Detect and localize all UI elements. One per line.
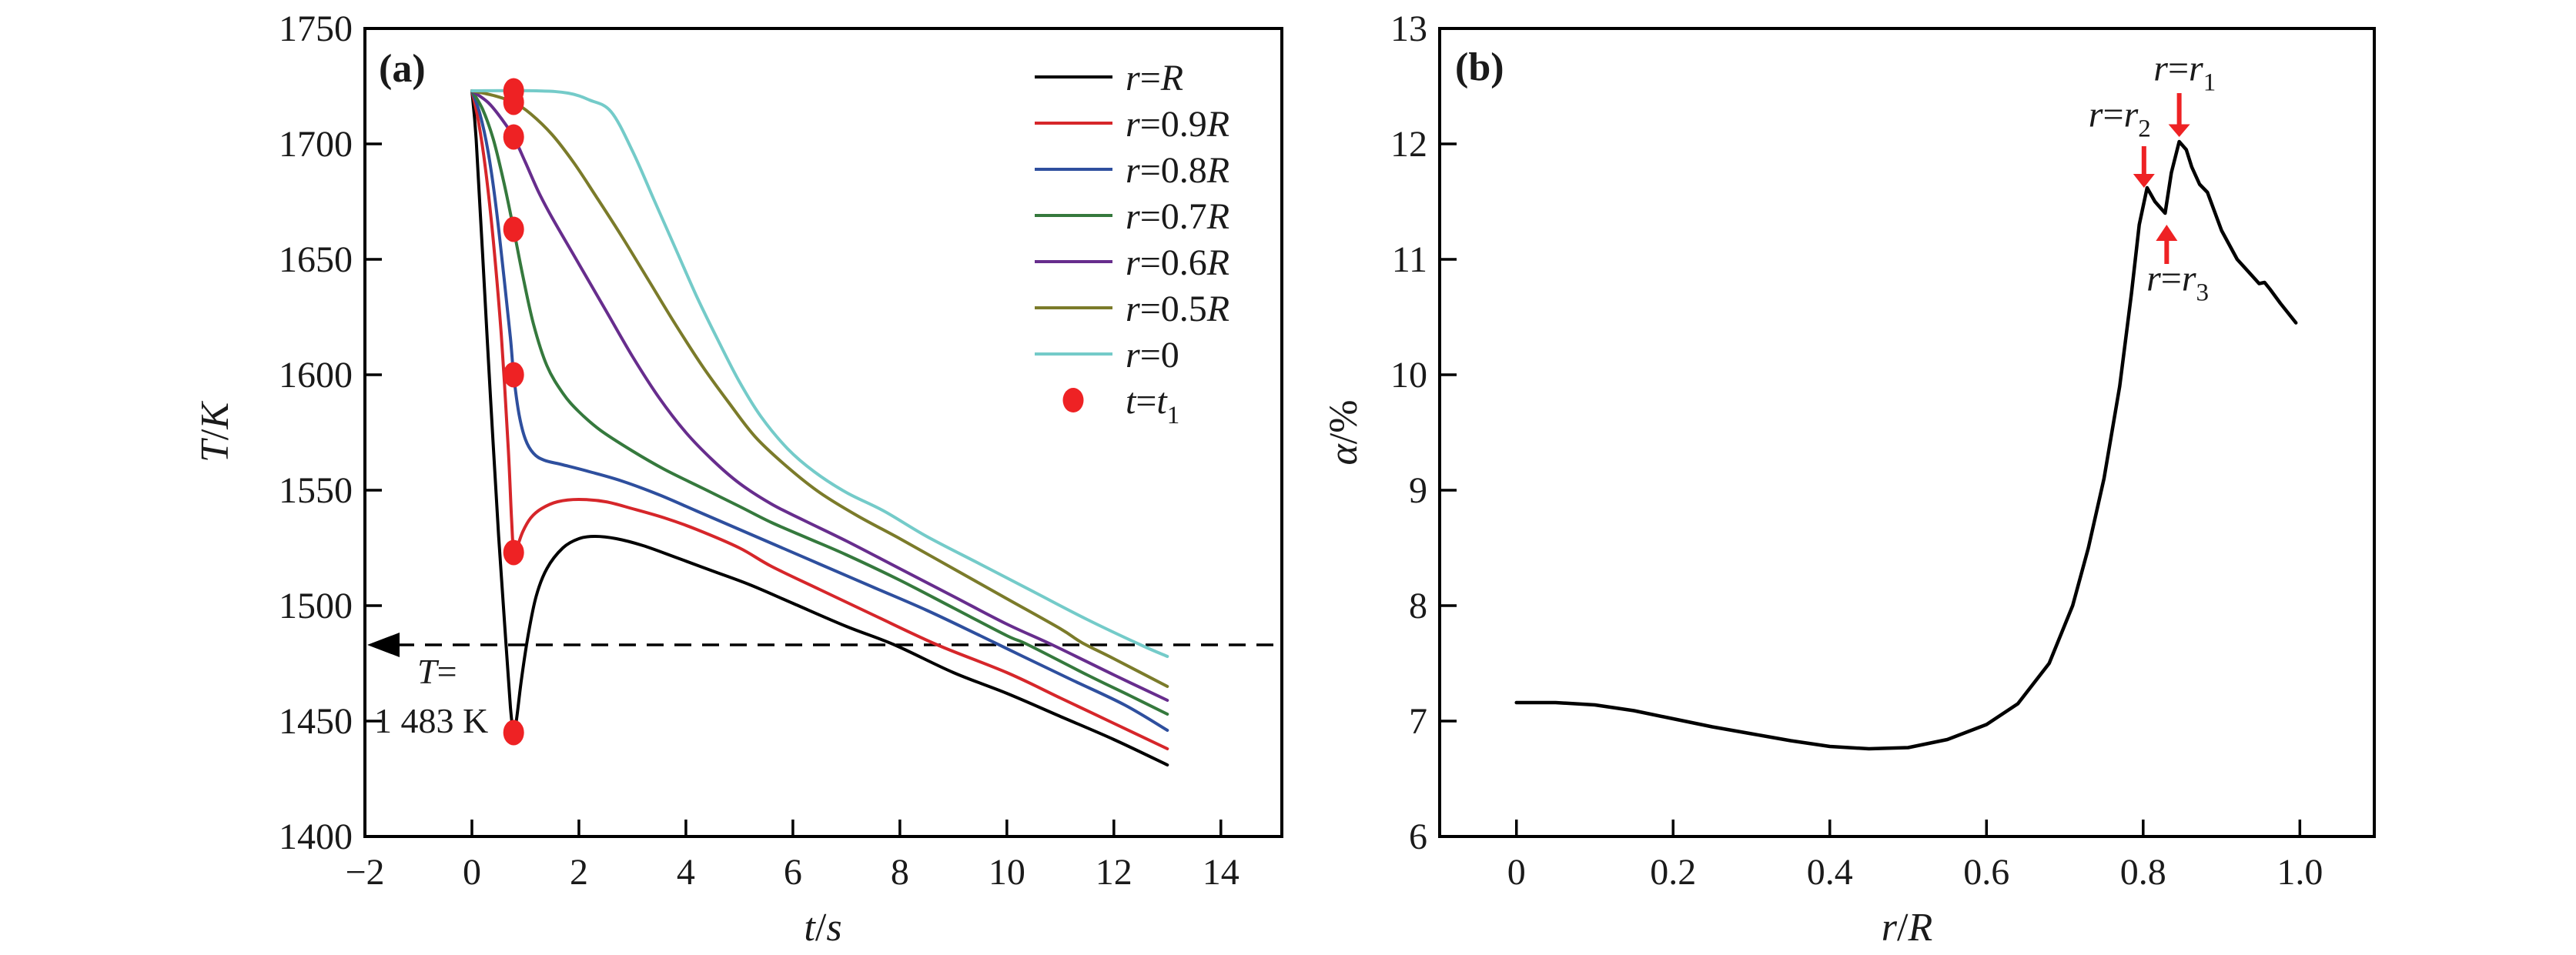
panel-a: −2 0 2 4 6 8 10 12 14 1400 1450 1500 1550 1600 1650 170… [193,8,1283,950]
t1-marker-dot [503,720,524,746]
annotation-r2: r=r2 [2089,95,2155,188]
y-tick-label: 8 [1409,586,1427,626]
x-tick-label: 2 [570,852,588,893]
y-tick-label: 1450 [279,701,353,742]
x-tick-label: 0 [1507,852,1526,893]
x-tick-label: 0.2 [1650,852,1696,893]
x-axis-label: t/s [804,906,841,950]
curve-r-0-9R [470,89,1169,750]
legend-label: r=0.9R [1126,104,1229,145]
panel-label: (b) [1455,45,1504,89]
y-tick-label: 1550 [279,470,353,511]
curve-alpha [1514,139,2298,751]
x-tick-label: 12 [1096,852,1132,893]
curve-r-R [470,89,1169,766]
y-tick-label: 1650 [279,239,353,280]
legend-label: r=0.6R [1126,242,1229,283]
y-tick-label: 9 [1409,470,1427,511]
x-tick-label: 0.8 [2120,852,2166,893]
legend-label: r=R [1126,58,1183,99]
legend: r=R r=0.9R r=0.8R r=0.7R r=0.6R r=0.5R r=0 t=t1 [1035,58,1229,429]
x-axis-label: r/R [1882,906,1932,950]
x-tick-label: −2 [345,852,384,893]
y-tick-label: 1400 [279,816,353,857]
x-tick-label: 1.0 [2277,852,2323,893]
panel-frame [1438,27,2376,838]
annotation-r1: r=r1 [2153,48,2216,137]
legend-label: r=0.8R [1126,150,1229,191]
x-tick-label: 8 [891,852,909,893]
x-tick-label: 10 [989,852,1025,893]
x-tick-label: 0.4 [1807,852,1853,893]
y-tick-label: 6 [1409,816,1427,857]
curve-r-0 [470,88,1169,658]
panel-label: (a) [379,47,426,91]
legend-label: r=0 [1126,335,1179,376]
reference-label-line1: T= [417,652,457,691]
t1-marker-dot [503,216,524,242]
left-arrowhead [367,633,400,657]
legend-label: r=0.7R [1126,196,1229,237]
t1-marker-dot [503,89,524,115]
t1-marker-dot [503,124,524,150]
legend-dot-sample [1062,388,1084,412]
y-axis-label: α/% [1322,399,1366,465]
y-tick-label: 1750 [279,8,353,49]
x-tick-label: 14 [1203,852,1239,893]
y-tick-label: 7 [1409,701,1427,742]
annotation-arrowhead-down-icon [2168,124,2190,137]
annotation-arrowhead-down-icon [2133,174,2155,188]
y-tick-label: 1700 [279,124,353,165]
legend-label: t=t1 [1126,381,1179,429]
t1-marker-dot [503,362,524,388]
y-tick-label: 10 [1390,355,1427,396]
y-tick-label: 13 [1390,8,1427,49]
curve-r-0-8R [470,89,1169,732]
y-axis-label: T/K [193,401,237,462]
x-tick-label: 0.6 [1963,852,2009,893]
y-tick-label: 1500 [279,586,353,626]
panel-frame [363,27,1283,838]
curve-r-0-6R [470,89,1169,702]
reference-label-line2: 1 483 K [374,701,488,740]
annotation-arrowhead-up-icon [2156,225,2178,241]
x-tick-label: 0 [463,852,481,893]
x-tick-label: 6 [784,852,802,893]
t1-marker-dot [503,539,524,566]
annotation-label-r1: r=r1 [2153,48,2216,97]
annotation-label-r3: r=r3 [2146,259,2209,307]
curve-r-0-5R [470,89,1169,688]
panel-b: 0 0.2 0.4 0.6 0.8 1.0 6 7 8 9 10 11 12 13 r/R α/% (b) r=r… [1322,8,2376,950]
legend-label: r=0.5R [1126,289,1229,329]
annotation-r3: r=r3 [2146,225,2209,307]
y-tick-label: 12 [1390,124,1427,165]
annotation-label-r2: r=r2 [2089,95,2151,143]
y-tick-label: 11 [1392,239,1427,280]
y-tick-label: 1600 [279,355,353,396]
x-tick-label: 4 [677,852,695,893]
